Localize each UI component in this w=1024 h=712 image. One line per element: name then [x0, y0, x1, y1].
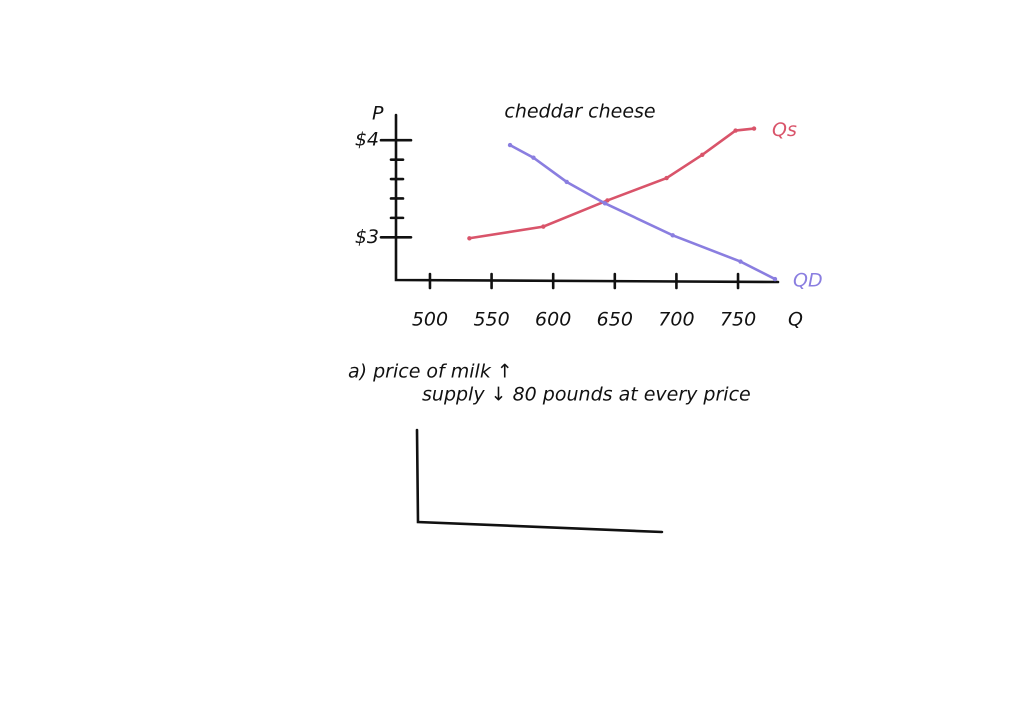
point — [507, 142, 513, 148]
annotation: supply ↓ 80 pounds at every price — [422, 384, 751, 406]
point — [664, 175, 669, 181]
point — [738, 259, 743, 264]
x-tick-label: 650 — [597, 309, 633, 331]
x-tick-label: 750 — [720, 309, 756, 331]
x-tick-label: 500 — [412, 309, 448, 331]
point — [467, 236, 472, 241]
point — [531, 155, 536, 160]
x-tick-label: 600 — [535, 309, 571, 331]
point — [751, 126, 757, 131]
point — [541, 224, 546, 229]
point — [670, 233, 675, 238]
point — [564, 179, 569, 185]
x-tick-label: 550 — [473, 309, 509, 331]
point — [605, 198, 610, 203]
point — [700, 152, 705, 157]
point — [602, 201, 608, 206]
axes — [394, 113, 780, 284]
annotation: a) price of milk ↑ — [348, 361, 513, 383]
series-label: Qs — [772, 119, 797, 141]
point — [733, 128, 738, 133]
plot: 500 550 600 650 700 750 $3 $4 Qs QD — [355, 113, 823, 331]
y-tick-label: $4 — [355, 129, 379, 151]
series-label: QD — [793, 270, 823, 292]
y-tick-label: $3 — [355, 226, 379, 248]
x-axis-label: Q — [788, 309, 803, 331]
x-tick-label: 700 — [658, 309, 694, 331]
y-axis-label: P — [372, 103, 384, 125]
chart-title: cheddar cheese — [504, 101, 655, 123]
series-line — [508, 143, 777, 281]
empty-axes — [415, 428, 664, 534]
point — [772, 276, 778, 282]
